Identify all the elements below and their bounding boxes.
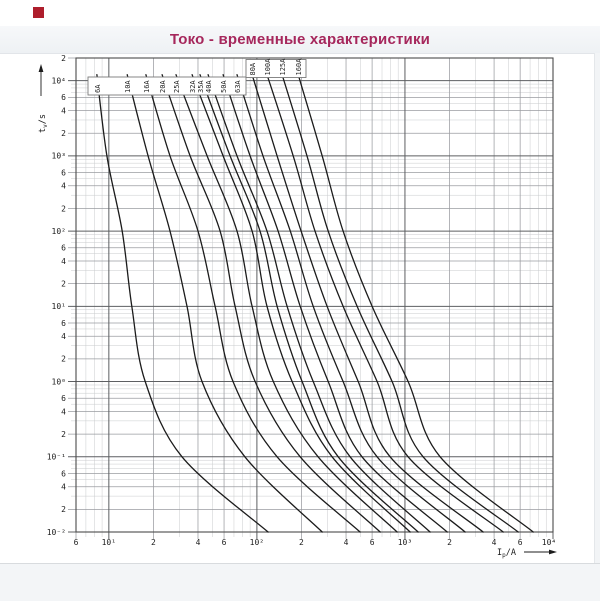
curve-6A	[96, 74, 269, 533]
svg-text:6: 6	[61, 469, 66, 478]
svg-text:4: 4	[61, 106, 66, 115]
x-axis-arrow-icon	[524, 549, 557, 555]
curve-label-35A: 35A	[197, 80, 205, 93]
svg-text:10⁻²: 10⁻²	[47, 528, 66, 537]
svg-text:2: 2	[61, 279, 66, 288]
svg-text:6: 6	[61, 93, 66, 102]
x-axis-title: Ip/A	[497, 548, 516, 559]
curve-label-63A: 63A	[234, 80, 242, 93]
curve-label-160A: 160A	[295, 58, 303, 76]
curve-label-20A: 20A	[159, 80, 167, 93]
svg-text:6: 6	[370, 538, 375, 547]
x-tick-labels: 6 10¹ 2 4 6 10² 2 4 6 10³ 2 4 6 10⁴	[74, 538, 557, 547]
svg-text:2: 2	[447, 538, 452, 547]
rating-box-high	[245, 59, 307, 78]
svg-text:10⁰: 10⁰	[52, 377, 66, 386]
svg-text:4: 4	[492, 538, 497, 547]
curve-63A	[236, 74, 466, 533]
curve-125A	[281, 74, 519, 533]
curve-35A	[199, 74, 419, 533]
svg-text:2: 2	[61, 505, 66, 514]
header-banner: Токо - временные характеристики	[0, 26, 600, 54]
svg-text:10³: 10³	[52, 152, 66, 161]
logo-mark	[33, 7, 44, 18]
curve-label-25A: 25A	[173, 80, 181, 93]
svg-text:10²: 10²	[52, 227, 66, 236]
svg-text:2: 2	[299, 538, 304, 547]
svg-text:2: 2	[61, 54, 66, 63]
curve-label-100A: 100A	[264, 58, 272, 76]
curve-label-125A: 125A	[279, 58, 287, 76]
svg-text:6: 6	[61, 394, 66, 403]
curve-16A	[145, 74, 361, 533]
svg-text:6: 6	[61, 319, 66, 328]
svg-text:4: 4	[61, 483, 66, 492]
svg-text:2: 2	[61, 430, 66, 439]
page-right-edge	[594, 53, 600, 563]
curves	[96, 74, 534, 533]
y-tick-labels: 2 10⁴ 6 4 2 10³ 6 4 2 10² 6 4 2 10¹ 6 4 2 10⁰ 6 4 2 10⁻¹ 6 4 2 10…	[47, 54, 66, 537]
svg-text:10¹: 10¹	[52, 302, 66, 311]
svg-text:4: 4	[61, 257, 66, 266]
curve-50A	[222, 74, 448, 533]
curve-40A	[207, 74, 431, 533]
svg-text:6: 6	[61, 244, 66, 253]
plot-border	[75, 57, 554, 533]
svg-text:2: 2	[151, 538, 156, 547]
svg-text:2: 2	[61, 204, 66, 213]
svg-text:2: 2	[61, 129, 66, 138]
curve-label-80A: 80A	[249, 62, 257, 75]
curve-20A	[161, 74, 381, 533]
svg-text:10²: 10²	[250, 538, 264, 547]
curve-label-16A: 16A	[143, 80, 151, 93]
svg-text:4: 4	[61, 332, 66, 341]
svg-text:6: 6	[518, 538, 523, 547]
svg-text:10³: 10³	[398, 538, 412, 547]
curve-label-40A: 40A	[205, 80, 213, 93]
page-title: Токо - временные характеристики	[169, 31, 431, 48]
svg-text:10⁴: 10⁴	[52, 76, 66, 85]
svg-text:10⁻¹: 10⁻¹	[47, 453, 66, 462]
curve-label-32A: 32A	[189, 80, 197, 93]
curve-label-10A: 10A	[124, 80, 132, 93]
rating-box-low	[87, 76, 247, 96]
page-bottom-edge	[0, 563, 600, 601]
curve-label-50A: 50A	[220, 80, 228, 93]
curve-160A	[297, 74, 534, 533]
curve-32A	[191, 74, 411, 533]
svg-text:6: 6	[74, 538, 79, 547]
y-axis-title: tv/s	[38, 114, 49, 133]
y-axis-arrow-icon	[38, 64, 44, 96]
svg-text:6: 6	[61, 168, 66, 177]
curve-80A	[251, 74, 484, 533]
svg-text:10¹: 10¹	[102, 538, 116, 547]
curve-25A	[175, 74, 398, 533]
curve-label-6A: 6A	[94, 84, 102, 93]
curve-100A	[266, 74, 504, 533]
svg-text:4: 4	[344, 538, 349, 547]
svg-text:6: 6	[222, 538, 227, 547]
svg-text:4: 4	[196, 538, 201, 547]
svg-text:4: 4	[61, 182, 66, 191]
svg-text:4: 4	[61, 407, 66, 416]
grid-min	[71, 58, 553, 537]
svg-text:2: 2	[61, 355, 66, 364]
svg-text:10⁴: 10⁴	[542, 538, 556, 547]
curve-10A	[126, 74, 323, 533]
